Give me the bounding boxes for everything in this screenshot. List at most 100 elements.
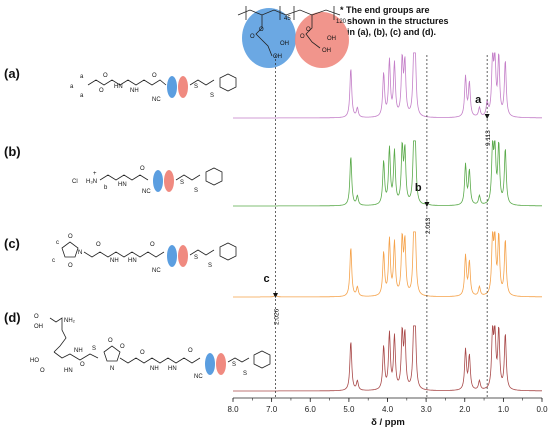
structure-c: c c O O N O NH HN O NC S S bbox=[52, 234, 237, 274]
panel-label-c: (c) bbox=[4, 236, 20, 251]
svg-text:O: O bbox=[80, 362, 85, 368]
svg-text:O: O bbox=[140, 350, 145, 356]
x-tick-label: 5.0 bbox=[343, 405, 355, 414]
svg-text:O: O bbox=[300, 34, 305, 40]
structure-d: O OH NH₂ HO O S NH O HN O N O O NH HN O … bbox=[30, 314, 271, 380]
svg-text:S: S bbox=[92, 346, 96, 352]
svg-text:O: O bbox=[140, 166, 145, 172]
svg-text:a: a bbox=[80, 93, 84, 99]
svg-text:b: b bbox=[104, 185, 108, 191]
svg-text:NH: NH bbox=[74, 348, 83, 354]
svg-text:OH: OH bbox=[34, 324, 43, 330]
svg-text:S: S bbox=[208, 263, 212, 269]
repeat-120: 120 bbox=[336, 19, 347, 25]
structure-b: Cl H₃N + b HN O NC S S bbox=[72, 166, 223, 195]
polymer-structure: 45 120 O O O O OH OH OH OH bbox=[237, 6, 349, 68]
svg-text:OH: OH bbox=[327, 36, 336, 42]
block-red-ellipse bbox=[295, 12, 349, 68]
svg-text:O: O bbox=[306, 27, 311, 33]
svg-text:c: c bbox=[56, 240, 59, 246]
x-tick-label: 8.0 bbox=[227, 405, 239, 414]
svg-text:HN: HN bbox=[64, 368, 73, 374]
repeat-45: 45 bbox=[284, 16, 291, 22]
integral-value-c: 2.026 bbox=[273, 308, 280, 325]
note-line-2: shown in the structures bbox=[347, 16, 449, 26]
note-line-3: in (a), (b), (c) and (d). bbox=[347, 27, 436, 37]
svg-text:HN: HN bbox=[168, 366, 177, 372]
svg-text:OH: OH bbox=[280, 41, 289, 47]
panel-label-d: (d) bbox=[4, 310, 21, 325]
svg-text:O: O bbox=[259, 27, 264, 33]
svg-text:HN: HN bbox=[114, 84, 123, 90]
x-tick-label: 7.0 bbox=[266, 405, 278, 414]
svg-text:a: a bbox=[70, 84, 74, 90]
svg-text:O: O bbox=[250, 34, 255, 40]
spectra-group: a 9.113 b 2.013 c 2.026 bbox=[233, 52, 542, 392]
svg-text:S: S bbox=[243, 371, 247, 377]
panel-label-b: (b) bbox=[4, 144, 21, 159]
svg-text:NH₂: NH₂ bbox=[64, 318, 76, 324]
svg-text:O: O bbox=[120, 344, 125, 350]
svg-text:+: + bbox=[93, 171, 97, 177]
peak-marker-b: b bbox=[415, 182, 422, 194]
svg-text:NC: NC bbox=[194, 374, 203, 380]
svg-text:N: N bbox=[78, 250, 82, 256]
svg-text:O: O bbox=[99, 88, 104, 94]
svg-text:S: S bbox=[194, 188, 198, 194]
block-blue-ellipse bbox=[242, 8, 296, 68]
svg-text:O: O bbox=[150, 242, 155, 248]
structure-a: a a a O O HN NH O NC S S bbox=[70, 73, 237, 103]
svg-text:O: O bbox=[96, 242, 101, 248]
spectrum-c bbox=[233, 230, 542, 298]
guide-lines bbox=[275, 55, 488, 398]
svg-text:HN: HN bbox=[118, 182, 127, 188]
svg-text:O: O bbox=[68, 234, 73, 240]
svg-text:S: S bbox=[232, 362, 236, 368]
x-axis-label: δ / ppm bbox=[371, 417, 405, 428]
x-axis: 8.0 7.0 6.0 5.0 4.0 3.0 2.0 1.0 0.0 bbox=[227, 397, 548, 414]
svg-text:S: S bbox=[194, 255, 198, 261]
svg-text:S: S bbox=[194, 84, 198, 90]
svg-text:O: O bbox=[103, 73, 108, 79]
svg-text:O: O bbox=[40, 368, 45, 374]
x-tick-label: 4.0 bbox=[382, 405, 394, 414]
spectrum-b bbox=[233, 139, 542, 207]
x-tick-label: 1.0 bbox=[498, 405, 510, 414]
svg-text:NC: NC bbox=[142, 189, 151, 195]
x-tick-label: 0.0 bbox=[536, 405, 548, 414]
svg-text:O: O bbox=[152, 73, 157, 79]
svg-text:NC: NC bbox=[152, 97, 161, 103]
svg-text:S: S bbox=[180, 180, 184, 186]
svg-text:OH: OH bbox=[322, 48, 331, 54]
svg-text:O: O bbox=[68, 263, 73, 269]
svg-text:HO: HO bbox=[30, 358, 39, 364]
svg-text:NH: NH bbox=[110, 258, 119, 264]
note-line-1: * The end groups are bbox=[340, 5, 430, 15]
svg-text:O: O bbox=[34, 314, 39, 320]
svg-text:a: a bbox=[80, 74, 84, 80]
svg-text:O: O bbox=[108, 338, 113, 344]
svg-text:O: O bbox=[188, 348, 193, 354]
svg-text:NH: NH bbox=[150, 366, 159, 372]
svg-text:HN: HN bbox=[128, 258, 137, 264]
svg-text:OH: OH bbox=[273, 54, 282, 60]
peak-marker-a: a bbox=[475, 94, 482, 106]
integral-value-b: 2.013 bbox=[425, 217, 432, 234]
svg-text:NH: NH bbox=[130, 88, 139, 94]
svg-text:c: c bbox=[52, 258, 55, 264]
svg-text:S: S bbox=[210, 93, 214, 99]
svg-text:Cl: Cl bbox=[72, 179, 78, 185]
panel-label-a: (a) bbox=[4, 66, 20, 81]
spectrum-d bbox=[233, 324, 542, 392]
svg-text:N: N bbox=[110, 366, 114, 372]
svg-text:H₃N: H₃N bbox=[86, 179, 97, 185]
x-tick-label: 3.0 bbox=[421, 405, 433, 414]
peak-marker-c: c bbox=[263, 273, 269, 285]
x-tick-label: 6.0 bbox=[305, 405, 317, 414]
integral-value-a: 9.113 bbox=[485, 130, 492, 146]
svg-text:NC: NC bbox=[152, 268, 161, 274]
spectrum-a bbox=[233, 52, 542, 119]
x-tick-label: 2.0 bbox=[459, 405, 471, 414]
